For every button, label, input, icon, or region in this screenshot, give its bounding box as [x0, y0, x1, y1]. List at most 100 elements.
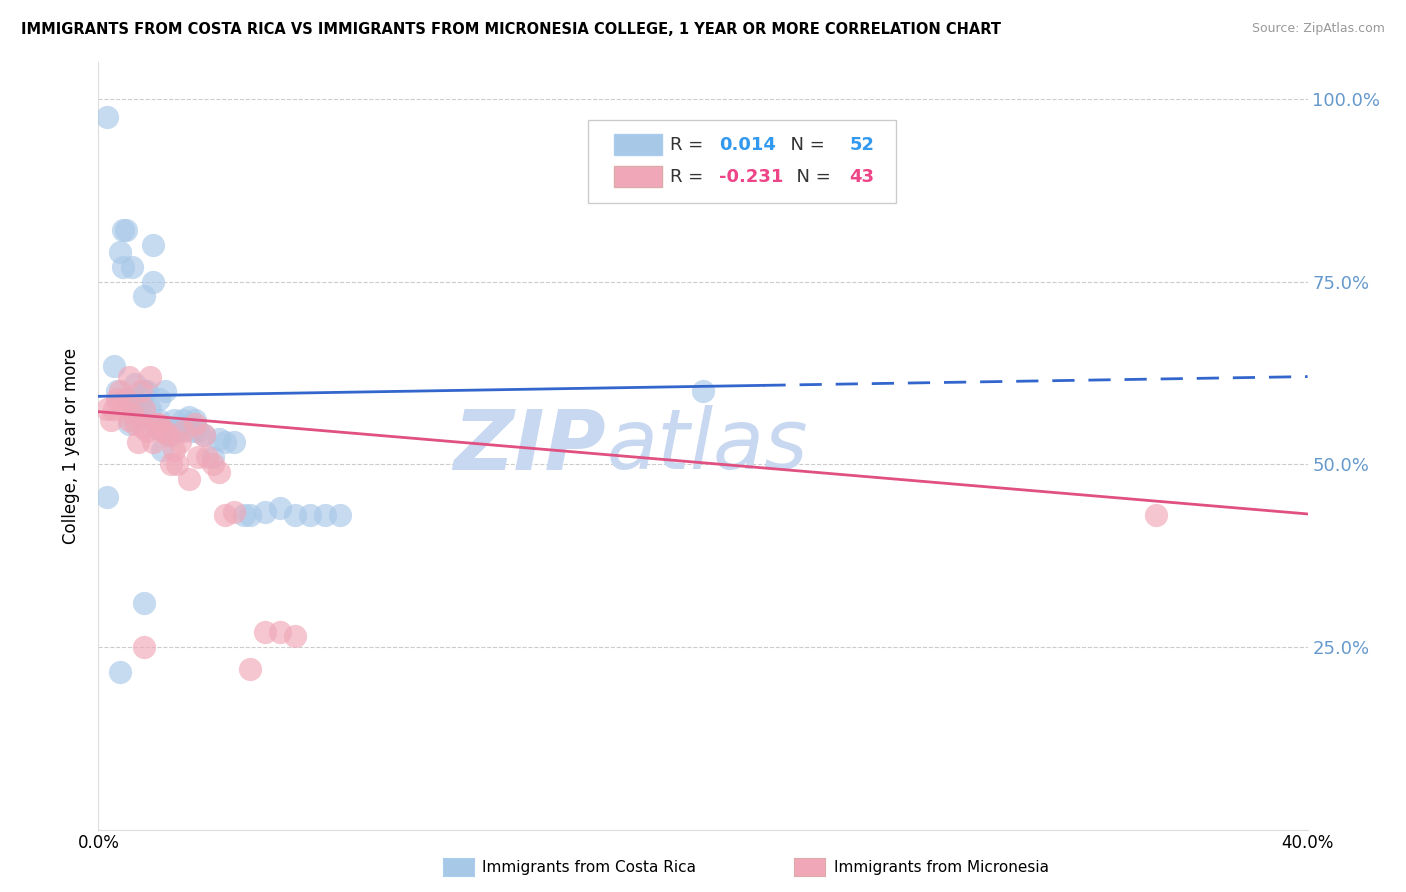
- Point: [187, 425, 209, 439]
- Text: R =: R =: [671, 168, 710, 186]
- Y-axis label: College, 1 year or more: College, 1 year or more: [62, 348, 80, 544]
- Point: [153, 384, 176, 399]
- Point: [127, 399, 149, 413]
- Point: [184, 417, 207, 431]
- Point: [127, 435, 149, 450]
- Point: [132, 421, 155, 435]
- Point: [124, 417, 146, 431]
- Point: [284, 508, 307, 523]
- FancyBboxPatch shape: [613, 134, 662, 155]
- Point: [202, 457, 225, 471]
- Point: [253, 505, 276, 519]
- FancyBboxPatch shape: [588, 120, 897, 202]
- Point: [121, 260, 143, 274]
- Point: [132, 289, 155, 303]
- Point: [269, 501, 291, 516]
- Point: [156, 428, 179, 442]
- Point: [179, 409, 201, 424]
- Text: 52: 52: [849, 136, 875, 153]
- Point: [269, 625, 291, 640]
- Point: [160, 428, 183, 442]
- Point: [142, 435, 165, 450]
- Point: [193, 428, 215, 442]
- Point: [96, 110, 118, 124]
- Point: [114, 223, 136, 237]
- Text: N =: N =: [779, 136, 831, 153]
- Point: [214, 508, 236, 523]
- Text: -0.231: -0.231: [718, 168, 783, 186]
- Point: [160, 457, 183, 471]
- Point: [172, 425, 194, 439]
- Text: IMMIGRANTS FROM COSTA RICA VS IMMIGRANTS FROM MICRONESIA COLLEGE, 1 YEAR OR MORE: IMMIGRANTS FROM COSTA RICA VS IMMIGRANTS…: [21, 22, 1001, 37]
- Point: [239, 662, 262, 676]
- Point: [111, 260, 134, 274]
- Point: [148, 417, 170, 431]
- Point: [166, 457, 188, 471]
- Point: [135, 425, 157, 439]
- Point: [195, 450, 218, 464]
- Point: [114, 392, 136, 406]
- Point: [329, 508, 352, 523]
- Point: [148, 413, 170, 427]
- Point: [169, 435, 191, 450]
- Point: [108, 245, 131, 260]
- Point: [284, 629, 307, 643]
- Text: ZIP: ZIP: [454, 406, 606, 486]
- Point: [179, 472, 201, 486]
- Point: [105, 392, 128, 406]
- Point: [129, 384, 152, 399]
- Point: [118, 413, 141, 427]
- Text: R =: R =: [671, 136, 710, 153]
- Point: [105, 384, 128, 399]
- Point: [108, 665, 131, 680]
- Point: [145, 417, 167, 431]
- Point: [108, 384, 131, 399]
- Text: 0.014: 0.014: [718, 136, 776, 153]
- Point: [129, 399, 152, 413]
- Point: [181, 425, 204, 439]
- Text: Immigrants from Costa Rica: Immigrants from Costa Rica: [482, 861, 696, 875]
- Text: 43: 43: [849, 168, 875, 186]
- Point: [239, 508, 262, 523]
- Point: [150, 425, 173, 439]
- Point: [142, 238, 165, 252]
- Point: [103, 402, 125, 417]
- Point: [148, 392, 170, 406]
- Point: [224, 435, 246, 450]
- Point: [208, 465, 231, 479]
- Point: [187, 450, 209, 464]
- Point: [132, 384, 155, 399]
- Point: [142, 275, 165, 289]
- Point: [132, 596, 155, 610]
- Point: [232, 508, 254, 523]
- Point: [163, 413, 186, 427]
- Point: [299, 508, 322, 523]
- Point: [96, 490, 118, 504]
- Point: [166, 425, 188, 439]
- Point: [193, 428, 215, 442]
- Point: [121, 406, 143, 420]
- Point: [96, 402, 118, 417]
- Point: [132, 640, 155, 654]
- Point: [111, 399, 134, 413]
- Point: [202, 450, 225, 464]
- Point: [124, 376, 146, 391]
- Point: [150, 442, 173, 457]
- Point: [253, 625, 276, 640]
- Point: [172, 413, 194, 427]
- Point: [156, 421, 179, 435]
- Point: [118, 369, 141, 384]
- Point: [314, 508, 336, 523]
- Point: [139, 402, 162, 417]
- Point: [184, 413, 207, 427]
- Point: [103, 359, 125, 373]
- Point: [692, 384, 714, 399]
- Point: [132, 402, 155, 417]
- Point: [1144, 508, 1167, 523]
- Point: [135, 384, 157, 399]
- Point: [111, 223, 134, 237]
- Text: Source: ZipAtlas.com: Source: ZipAtlas.com: [1251, 22, 1385, 36]
- Point: [169, 425, 191, 439]
- Text: N =: N =: [785, 168, 837, 186]
- Text: Immigrants from Micronesia: Immigrants from Micronesia: [834, 861, 1049, 875]
